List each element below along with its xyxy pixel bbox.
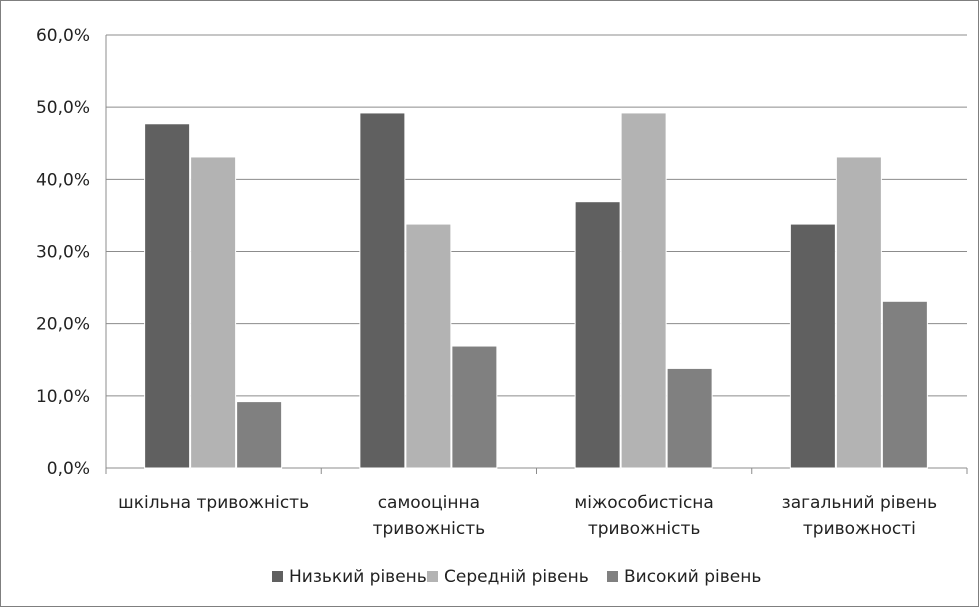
x-category-label-line: шкільна тривожність <box>118 493 309 513</box>
y-tick-label: 50,0% <box>36 98 90 118</box>
y-tick-label: 10,0% <box>36 387 90 407</box>
bar <box>190 156 237 469</box>
x-category-label-line: тривожність <box>588 519 701 539</box>
legend-swatch <box>607 571 618 582</box>
bar <box>359 112 406 469</box>
x-category-label-line: самооцінна <box>378 493 480 513</box>
legend-label: Середній рівень <box>444 567 589 587</box>
bar <box>236 401 283 469</box>
bar <box>666 367 713 469</box>
x-category-label: самооцінна тривожність <box>373 493 486 539</box>
bar <box>574 201 621 469</box>
bar <box>405 223 452 469</box>
legend-label: Високий рівень <box>624 567 761 587</box>
bar <box>789 223 836 469</box>
x-category-label-line: тривожність <box>373 519 486 539</box>
y-tick-label: 0,0% <box>47 459 90 479</box>
legend-swatch <box>272 571 283 582</box>
x-category-label-line: міжособистісна <box>574 493 713 513</box>
bar <box>451 345 498 469</box>
bar <box>144 123 191 469</box>
legend-label: Низький рівень <box>289 567 427 587</box>
y-tick-label: 20,0% <box>36 315 90 335</box>
y-tick-label: 40,0% <box>36 170 90 190</box>
bar <box>835 156 882 469</box>
x-category-label-line: загальний рівень <box>782 493 937 513</box>
bar <box>881 300 928 469</box>
y-tick-label: 30,0% <box>36 243 90 263</box>
x-category-label: міжособистісна тривожність <box>574 493 713 539</box>
bar <box>620 112 667 469</box>
x-category-label: загальний рівень тривожності <box>782 493 937 539</box>
y-tick-label: 60,0% <box>36 26 90 46</box>
x-category-label: шкільна тривожність <box>118 493 309 513</box>
legend-swatch <box>427 571 438 582</box>
x-category-label-line: тривожності <box>803 519 916 539</box>
